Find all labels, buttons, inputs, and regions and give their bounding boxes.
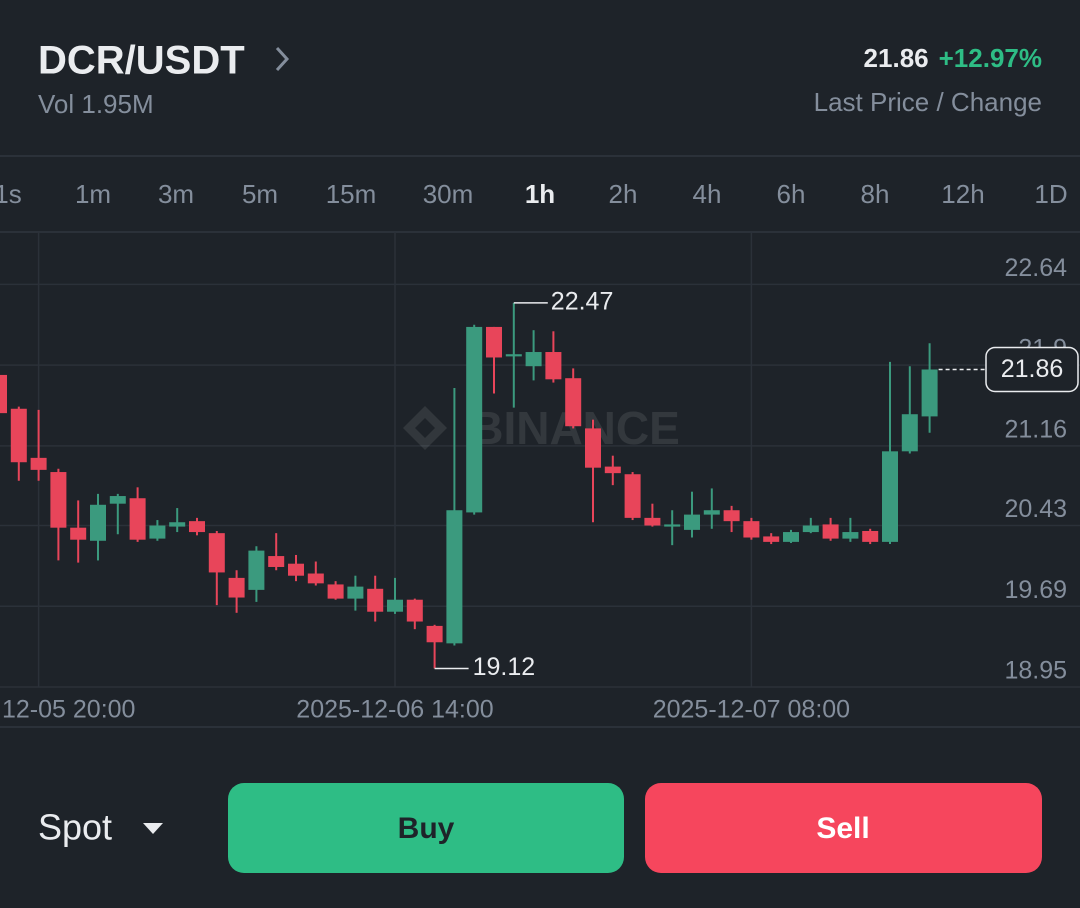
change: +12.97%	[939, 43, 1042, 73]
candle-body	[466, 326, 483, 513]
last-price-box	[985, 346, 1079, 393]
volume: Vol 1.95M	[38, 89, 154, 119]
y-tick-label: 20.43	[1004, 495, 1067, 523]
candle-body	[545, 352, 562, 380]
interval-bar: 1s 1m 3m 5m 15m 30m 1h 2h 4h 6h 8h 12h 1D	[0, 179, 1068, 209]
candle-body	[90, 504, 106, 541]
y-tick-label: 19.69	[1004, 576, 1067, 604]
candle-body	[189, 521, 205, 533]
candle-body	[921, 369, 938, 417]
interval-tab[interactable]: 12h	[941, 179, 984, 209]
candle-body	[842, 532, 859, 539]
interval-tab[interactable]: 2h	[609, 179, 638, 209]
chart: BINANCE 22.6421.921.1620.4319.6918.9512-…	[0, 232, 1080, 724]
interval-tab[interactable]: 1m	[75, 179, 111, 209]
candle-body	[703, 510, 720, 515]
candle-body	[802, 525, 819, 533]
candle-body	[347, 586, 364, 599]
candle-body	[70, 527, 87, 540]
candle-body	[446, 510, 463, 644]
interval-tab[interactable]: 4h	[693, 179, 722, 209]
chevron[interactable]	[275, 46, 290, 72]
candle-body	[822, 524, 839, 539]
x-tick-label: 2025-12-06 14:00	[296, 696, 493, 724]
buy-button[interactable]	[228, 783, 624, 873]
y-tick-label: 21.16	[1004, 415, 1067, 443]
candle-body	[228, 577, 245, 598]
candle-body	[129, 498, 146, 540]
candle-body	[723, 510, 740, 522]
interval-tab[interactable]: 1h	[525, 179, 555, 209]
candle-body	[109, 496, 126, 504]
candle-body	[783, 532, 799, 542]
interval-tab[interactable]: 1s	[0, 179, 22, 209]
candle-body	[149, 525, 166, 539]
dropdown-arrow[interactable]	[143, 823, 163, 834]
last-price: 21.86	[864, 43, 929, 73]
candle-body	[208, 533, 225, 573]
interval-tab[interactable]: 8h	[861, 179, 890, 209]
watermark-logo	[403, 406, 447, 450]
candle-body	[684, 514, 700, 530]
y-tick-label: 18.95	[1004, 657, 1067, 685]
candle-body	[565, 378, 582, 427]
sell-button[interactable]	[645, 783, 1042, 873]
candle-body	[743, 521, 760, 538]
candle-body	[10, 408, 27, 463]
x-tick-label: 12-05 20:00	[2, 696, 135, 724]
candle-body	[288, 563, 304, 576]
x-tick-label: 2025-12-07 08:00	[653, 696, 850, 724]
last-price-label: 21.86	[1001, 355, 1064, 383]
candle-body	[50, 472, 67, 528]
candle-body	[406, 599, 423, 622]
candle-body	[525, 352, 542, 367]
candle-body	[901, 414, 918, 452]
min-marker-label: 19.12	[473, 653, 536, 681]
buy-label[interactable]: Buy	[398, 812, 455, 845]
candle-body	[0, 374, 7, 414]
candle-body	[763, 536, 780, 542]
candle-body	[486, 326, 502, 358]
caption: Last Price / Change	[814, 87, 1042, 117]
candle-body	[664, 524, 681, 527]
interval-tab[interactable]: 5m	[242, 179, 278, 209]
candle-body	[882, 451, 898, 542]
interval-tab[interactable]: 1D	[1034, 179, 1067, 209]
interval-tab[interactable]: 15m	[326, 179, 377, 209]
interval-tab[interactable]: 6h	[777, 179, 806, 209]
sell-label[interactable]: Sell	[816, 812, 869, 845]
interval-tab[interactable]: 30m	[423, 179, 474, 209]
candle-body	[169, 522, 186, 527]
candle-body	[644, 517, 661, 526]
pair-title[interactable]: DCR/USDT	[38, 39, 245, 83]
candle-body	[585, 428, 601, 468]
candle-body	[367, 588, 384, 612]
market-selector[interactable]: Spot	[38, 807, 112, 848]
candle-body	[327, 584, 344, 599]
candle-body	[505, 354, 522, 357]
candle-body	[387, 599, 403, 612]
y-tick-label: 22.64	[1004, 254, 1067, 282]
candle-body	[862, 530, 879, 542]
candle-body	[248, 550, 265, 590]
candle-body	[426, 625, 443, 643]
candle-body	[30, 457, 47, 470]
max-marker-label: 22.47	[551, 288, 614, 316]
candle-body	[624, 474, 641, 518]
candle-body	[604, 466, 621, 474]
candle-body	[268, 556, 285, 567]
interval-tab[interactable]: 3m	[158, 179, 194, 209]
candle-body	[307, 573, 324, 584]
